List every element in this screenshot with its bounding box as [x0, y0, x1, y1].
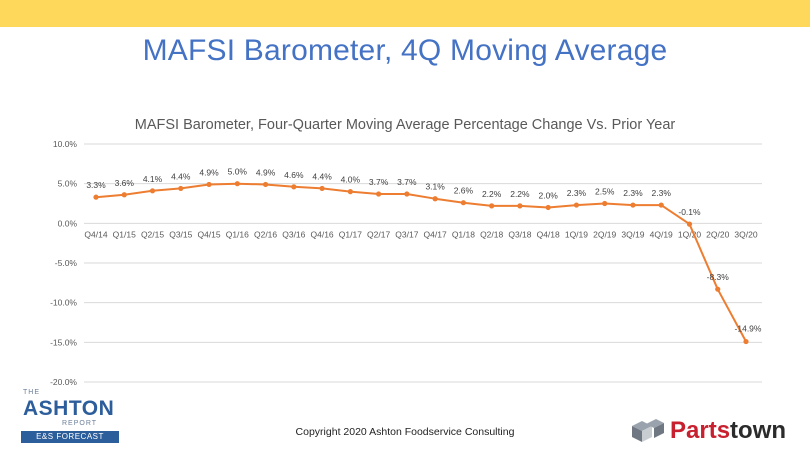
- y-tick-label: 5.0%: [58, 179, 78, 189]
- data-label: 2.3%: [623, 188, 643, 198]
- partstown-logo: Partstown: [630, 416, 800, 446]
- partstown-word-town: town: [730, 417, 787, 444]
- ashton-logo-name: ASHTON: [23, 397, 115, 420]
- data-label: 3.3%: [86, 180, 106, 190]
- x-tick-label: Q3/16: [282, 229, 305, 239]
- y-tick-label: 0.0%: [58, 218, 78, 228]
- x-tick-label: Q2/18: [480, 229, 503, 239]
- data-label: -14.9%: [735, 324, 762, 334]
- data-point: [347, 189, 353, 195]
- data-label: 3.1%: [425, 182, 445, 192]
- data-label: 2.2%: [510, 189, 530, 199]
- data-point: [178, 185, 184, 192]
- x-tick-label: 4Q/19: [650, 229, 673, 239]
- x-tick-label: Q3/17: [395, 229, 418, 239]
- data-point: [291, 184, 297, 190]
- data-point: [404, 191, 410, 197]
- x-tick-label: Q3/18: [508, 229, 531, 239]
- x-tick-label: 3Q/20: [734, 229, 757, 239]
- partstown-word-parts: Parts: [670, 417, 731, 444]
- data-label: 4.4%: [312, 171, 332, 181]
- x-tick-label: Q1/18: [452, 229, 475, 239]
- data-label: 2.5%: [595, 187, 615, 197]
- x-tick-label: 3Q/19: [621, 229, 644, 239]
- chart-title: MAFSI Barometer, Four-Quarter Moving Ave…: [135, 117, 676, 133]
- x-tick-label: Q4/17: [424, 229, 447, 239]
- data-point: [121, 192, 127, 198]
- data-point: [234, 181, 240, 187]
- ashton-logo-report: REPORT: [62, 420, 98, 427]
- x-tick-label: 2Q/20: [706, 229, 729, 239]
- y-tick-label: 10.0%: [53, 139, 78, 149]
- slide-title: MAFSI Barometer, 4Q Moving Average: [142, 34, 668, 67]
- data-point: [149, 188, 156, 194]
- x-tick-label: Q2/16: [254, 229, 277, 239]
- data-label: 2.2%: [482, 189, 502, 199]
- data-point: [319, 185, 325, 192]
- y-tick-label: -15.0%: [50, 337, 77, 347]
- ashton-report-logo: THE ASHTON REPORT E&S FORECAST: [20, 389, 124, 449]
- data-label: 3.6%: [115, 178, 135, 188]
- data-point: [262, 181, 269, 188]
- x-tick-label: Q3/15: [169, 229, 192, 239]
- partstown-cube-icon: [632, 419, 664, 442]
- x-tick-label: Q4/16: [311, 229, 334, 239]
- x-tick-label: Q4/14: [84, 229, 107, 239]
- ashton-logo-band: E&S FORECAST: [21, 431, 119, 443]
- data-label: 2.3%: [567, 188, 587, 198]
- data-point: [517, 203, 523, 209]
- x-tick-label: 1Q/19: [565, 229, 588, 239]
- data-label: 4.9%: [256, 167, 276, 177]
- data-label: 4.9%: [199, 167, 219, 177]
- y-tick-label: -10.0%: [50, 298, 77, 308]
- x-tick-label: 1Q/20: [678, 229, 701, 239]
- copyright-text: Copyright 2020 Ashton Foodservice Consul…: [295, 426, 515, 438]
- data-label: 3.7%: [397, 177, 417, 187]
- data-label: 3.7%: [369, 177, 389, 187]
- data-label: 4.6%: [284, 170, 304, 180]
- data-point: [686, 221, 693, 227]
- x-tick-label: Q1/15: [113, 229, 136, 239]
- data-label: -8.3%: [707, 272, 730, 282]
- data-label: 2.3%: [652, 188, 672, 198]
- data-point: [432, 196, 438, 202]
- data-point: [93, 194, 99, 200]
- data-label: 4.0%: [341, 175, 361, 185]
- y-tick-label: -5.0%: [55, 258, 78, 268]
- data-point: [460, 200, 466, 206]
- top-accent-bar: [0, 0, 810, 27]
- y-tick-label: -20.0%: [50, 377, 77, 387]
- x-tick-label: Q2/15: [141, 229, 164, 239]
- data-label: 4.1%: [143, 174, 163, 184]
- series-line: [95, 182, 747, 342]
- ashton-logo-the: THE: [23, 389, 40, 396]
- data-point: [715, 286, 721, 292]
- x-tick-label: Q4/15: [197, 229, 220, 239]
- data-label: 4.4%: [171, 171, 191, 181]
- data-point: [602, 200, 608, 207]
- x-tick-label: Q4/18: [537, 229, 560, 239]
- data-point: [658, 202, 664, 208]
- data-label: 2.6%: [454, 186, 474, 196]
- data-label: 2.0%: [538, 190, 558, 200]
- x-tick-label: 2Q/19: [593, 229, 616, 239]
- data-label: -0.1%: [678, 207, 701, 217]
- data-point: [206, 181, 212, 188]
- x-tick-label: Q1/16: [226, 229, 249, 239]
- x-tick-label: Q2/17: [367, 229, 390, 239]
- data-point: [573, 202, 580, 208]
- data-point: [489, 203, 495, 209]
- data-label: 5.0%: [228, 167, 248, 177]
- data-point: [630, 202, 636, 208]
- x-tick-label: Q1/17: [339, 229, 362, 239]
- data-point: [545, 204, 551, 211]
- data-point: [376, 191, 382, 197]
- data-point: [743, 338, 749, 345]
- partstown-wordmark: Partstown: [670, 416, 786, 446]
